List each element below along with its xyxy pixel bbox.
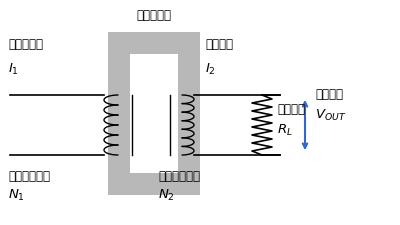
Text: 二次電流: 二次電流	[205, 38, 233, 51]
Bar	[130, 54, 178, 173]
Text: $I_2$: $I_2$	[205, 62, 216, 77]
Text: $I_1$: $I_1$	[8, 62, 19, 77]
Text: $R_L$: $R_L$	[277, 123, 293, 138]
Text: 二次側巻き数: 二次側巻き数	[8, 170, 50, 183]
Text: 磁性体コア: 磁性体コア	[136, 9, 172, 22]
Text: 出力電圧: 出力電圧	[315, 88, 343, 101]
Text: 二次側巻き数: 二次側巻き数	[158, 170, 200, 183]
Text: 被測定電流: 被測定電流	[8, 38, 43, 51]
Text: $N_2$: $N_2$	[158, 188, 175, 203]
Text: 負荷抵抗: 負荷抵抗	[277, 103, 305, 116]
Text: $N_1$: $N_1$	[8, 188, 25, 203]
Bar	[108, 32, 200, 195]
Text: $V_{OUT}$: $V_{OUT}$	[315, 108, 346, 123]
